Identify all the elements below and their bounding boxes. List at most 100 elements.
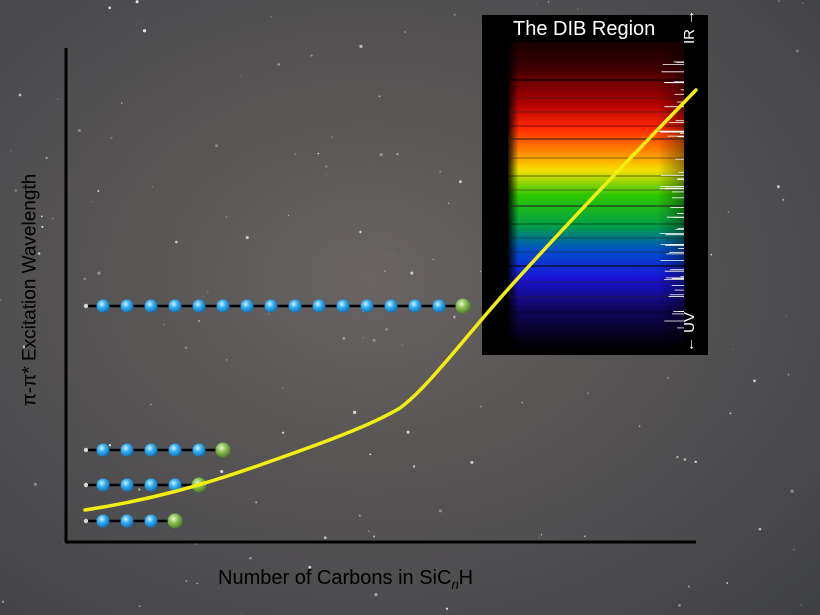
carbon-atom bbox=[264, 299, 278, 313]
star bbox=[277, 63, 281, 66]
star bbox=[676, 456, 679, 459]
carbon-atom bbox=[312, 299, 326, 313]
wavelength-trend-curve bbox=[83, 88, 698, 512]
carbon-atom bbox=[168, 299, 182, 313]
star bbox=[383, 270, 386, 272]
star bbox=[782, 198, 785, 201]
star bbox=[396, 153, 399, 156]
sic5h-molecule bbox=[83, 442, 231, 458]
star bbox=[367, 530, 370, 533]
dib-region-title: The DIB Region bbox=[513, 18, 656, 40]
silicon-atom bbox=[215, 442, 231, 458]
star bbox=[583, 535, 586, 538]
carbon-atom bbox=[96, 299, 110, 313]
star bbox=[255, 501, 258, 504]
star bbox=[41, 225, 44, 228]
carbon-atom bbox=[96, 514, 110, 528]
carbon-atom bbox=[120, 299, 134, 313]
star bbox=[14, 189, 17, 192]
star bbox=[727, 211, 730, 213]
carbon-atom bbox=[120, 478, 134, 492]
carbon-atom bbox=[384, 299, 398, 313]
star bbox=[202, 296, 204, 298]
star bbox=[391, 254, 393, 256]
carbon-atom bbox=[336, 299, 350, 313]
star bbox=[536, 4, 538, 6]
star bbox=[196, 582, 198, 585]
y-axis-label-box: π-π* Excitation Wavelength bbox=[10, 140, 50, 440]
star bbox=[458, 180, 462, 184]
x-axis-label: Number of Carbons in SiCnH bbox=[200, 567, 618, 592]
star bbox=[688, 585, 691, 588]
star bbox=[197, 319, 201, 323]
star bbox=[45, 156, 48, 159]
sic4h-molecule bbox=[83, 477, 207, 493]
star bbox=[241, 613, 242, 615]
star bbox=[795, 49, 799, 53]
x-axis-label-suffix: H bbox=[458, 567, 474, 589]
carbon-atom bbox=[288, 299, 302, 313]
star bbox=[379, 153, 383, 157]
star bbox=[323, 536, 327, 540]
star bbox=[97, 271, 101, 275]
carbon-atom bbox=[96, 443, 110, 457]
star bbox=[220, 469, 224, 474]
sic15h-molecule bbox=[83, 298, 471, 314]
star bbox=[331, 136, 333, 139]
star bbox=[110, 136, 113, 139]
star bbox=[142, 29, 147, 33]
star bbox=[287, 214, 289, 216]
star bbox=[470, 460, 474, 464]
star bbox=[108, 6, 112, 10]
star bbox=[184, 346, 188, 349]
star bbox=[439, 170, 442, 173]
star bbox=[453, 315, 456, 319]
star bbox=[758, 527, 762, 531]
star bbox=[694, 460, 697, 464]
star bbox=[226, 359, 228, 361]
star bbox=[218, 587, 220, 589]
star bbox=[412, 465, 416, 468]
star bbox=[726, 582, 729, 584]
star bbox=[138, 488, 141, 491]
hydrogen-atom bbox=[83, 518, 89, 524]
star bbox=[352, 410, 357, 415]
star bbox=[372, 338, 376, 342]
star bbox=[359, 44, 363, 49]
star bbox=[793, 548, 795, 551]
star bbox=[137, 22, 139, 24]
absorption-lines bbox=[508, 61, 684, 329]
star bbox=[406, 430, 410, 434]
star bbox=[369, 453, 372, 456]
star bbox=[33, 482, 38, 486]
star bbox=[342, 337, 346, 340]
star bbox=[22, 345, 26, 349]
star bbox=[577, 8, 579, 10]
carbon-atom bbox=[240, 299, 254, 313]
star bbox=[710, 253, 713, 256]
star bbox=[57, 98, 59, 100]
star bbox=[51, 218, 54, 220]
star bbox=[404, 31, 406, 33]
carbon-atom bbox=[432, 299, 446, 313]
star bbox=[207, 291, 209, 293]
star bbox=[175, 240, 178, 244]
star bbox=[374, 593, 378, 597]
star bbox=[432, 579, 434, 581]
star bbox=[778, 0, 780, 2]
carbon-atom bbox=[168, 478, 182, 492]
star bbox=[448, 202, 450, 204]
carbon-atom bbox=[216, 299, 230, 313]
star bbox=[163, 323, 165, 326]
star bbox=[666, 376, 670, 379]
star bbox=[753, 379, 757, 383]
star bbox=[1, 600, 5, 603]
star bbox=[97, 190, 100, 192]
dib-spectrum-inset bbox=[482, 15, 708, 355]
sic3h-molecule bbox=[83, 513, 183, 529]
star bbox=[62, 541, 64, 543]
star bbox=[135, 0, 139, 4]
carbon-atom bbox=[192, 299, 206, 313]
star bbox=[372, 535, 376, 538]
star bbox=[317, 152, 320, 155]
